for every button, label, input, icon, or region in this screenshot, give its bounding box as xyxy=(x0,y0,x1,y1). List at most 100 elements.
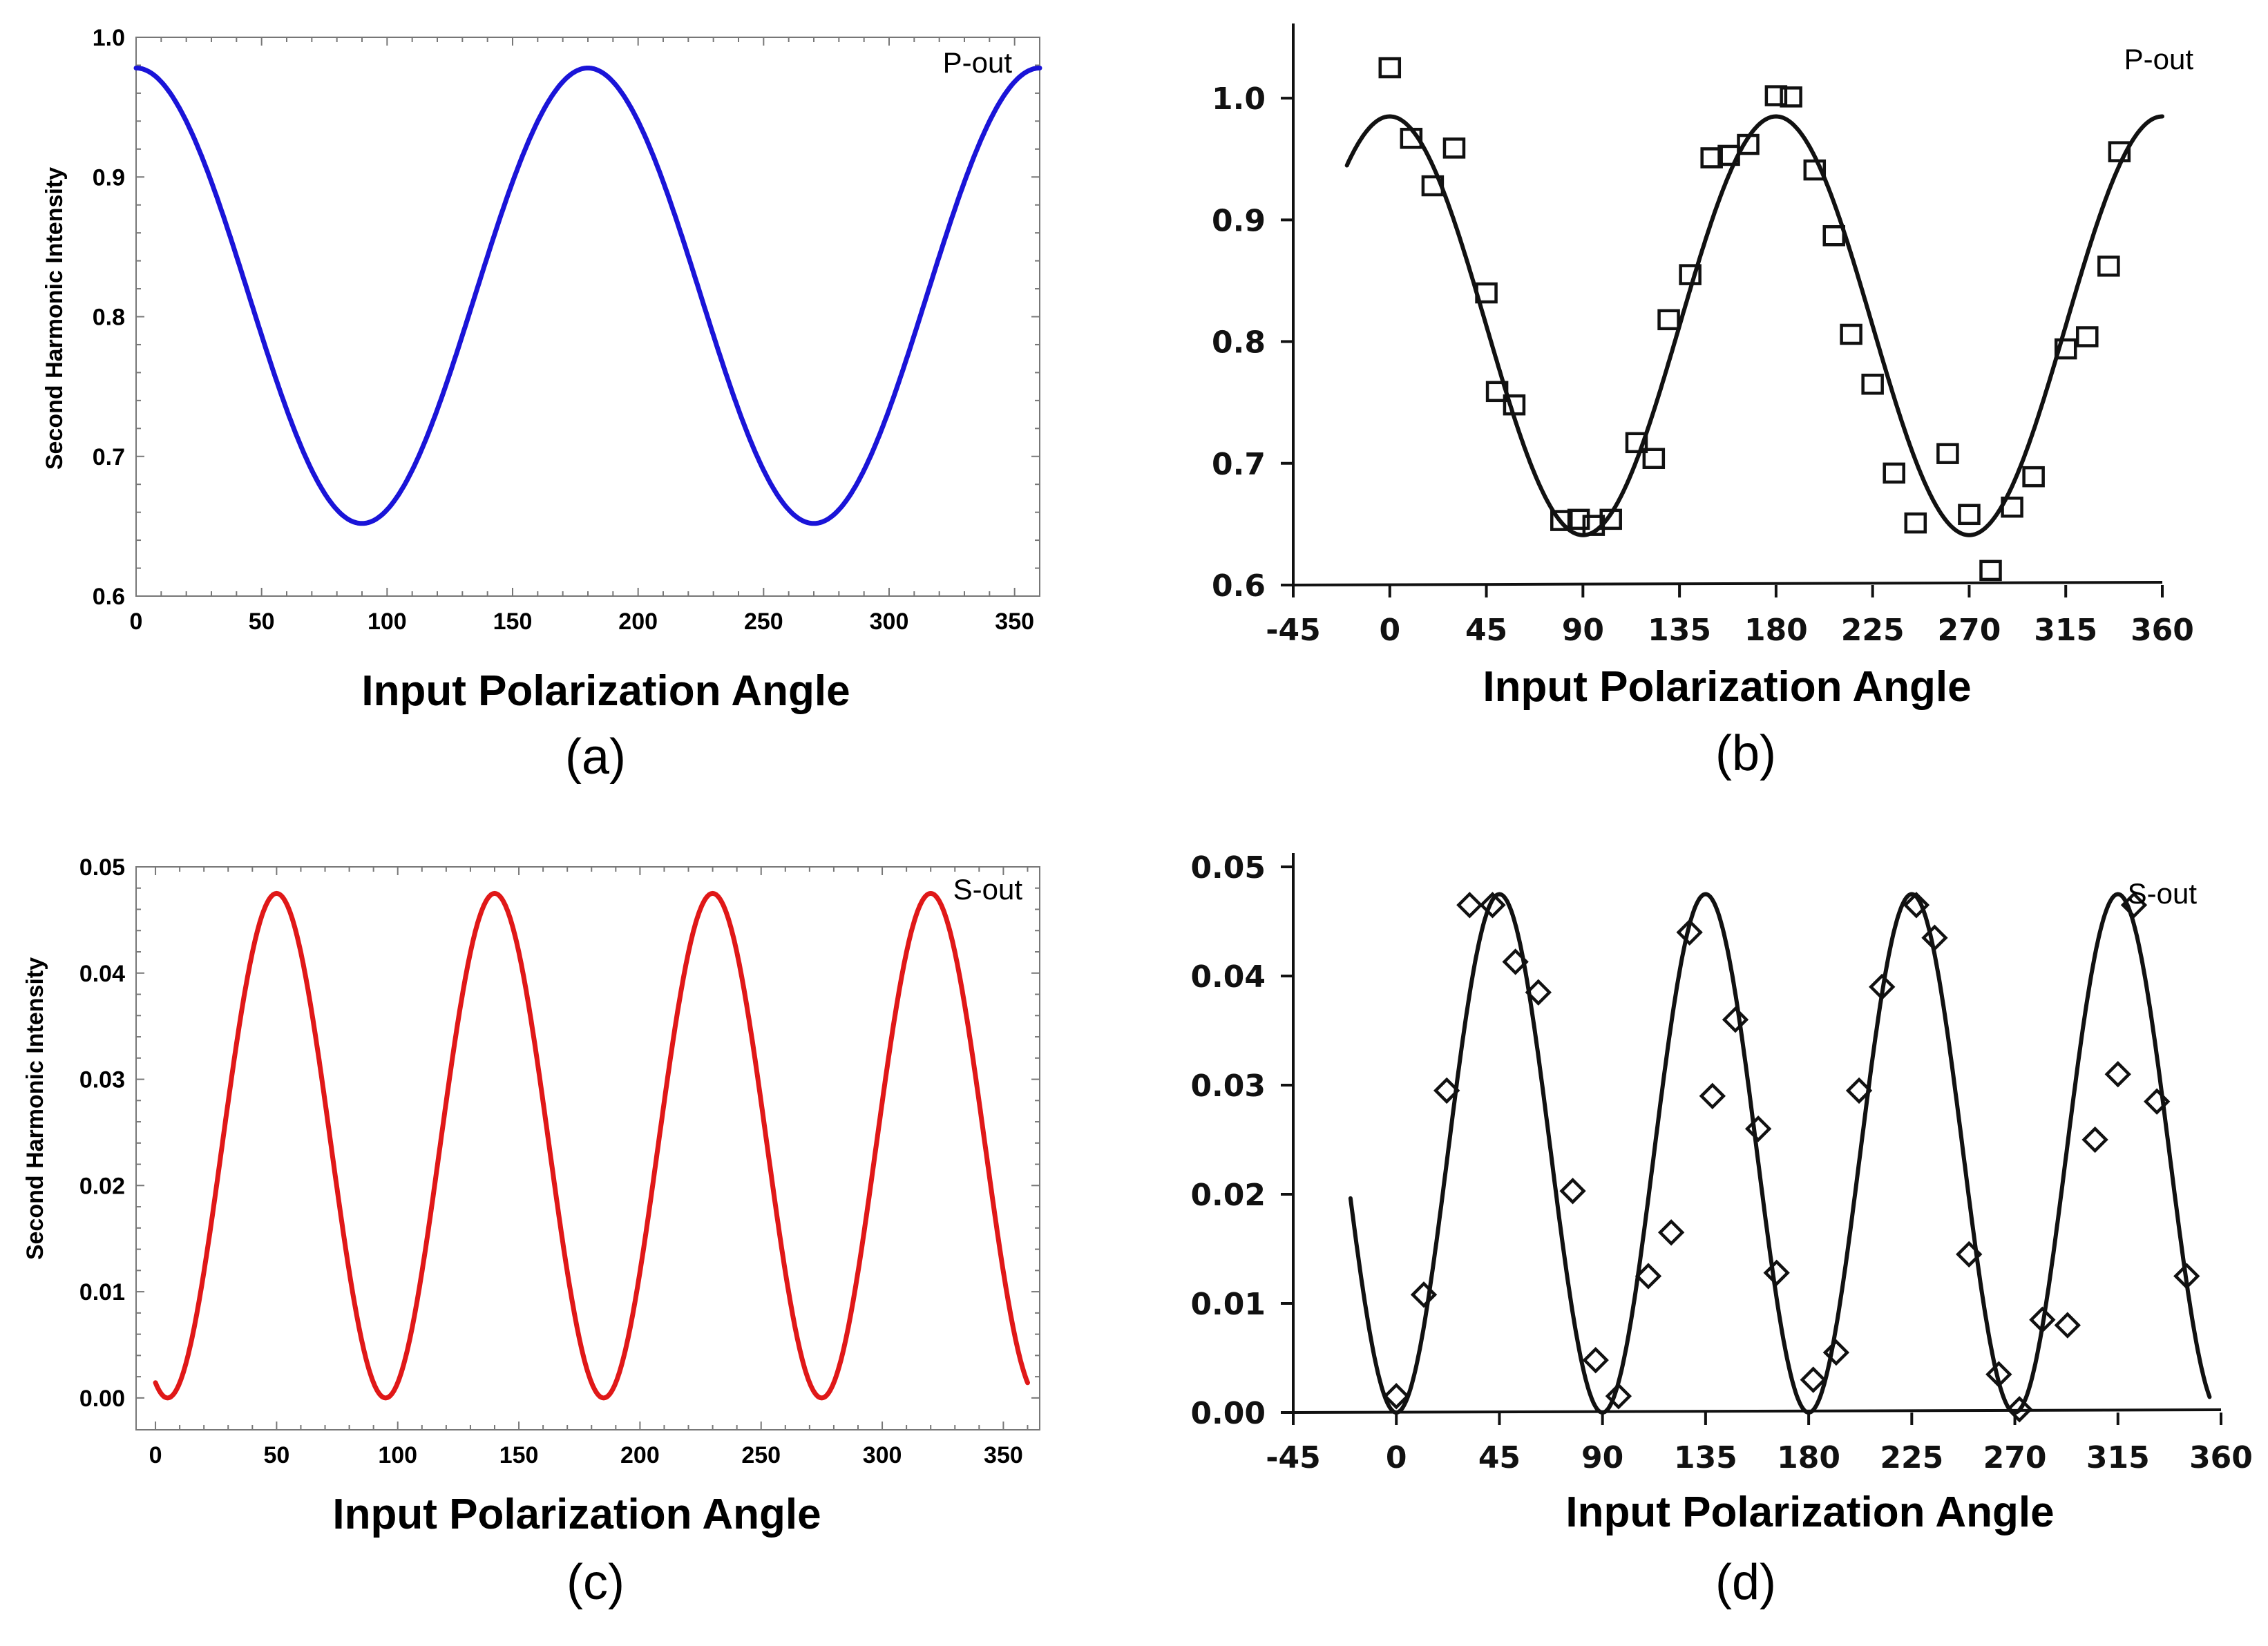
chart-b-point xyxy=(1657,309,1680,331)
chart-c: 0 50 100 150 200 250 300 350 0.00 0.01 0.02 0.03 0.0… xyxy=(22,854,1040,1610)
chart-b-point xyxy=(1625,432,1648,454)
chart-d-ytick-label: 0.02 xyxy=(1190,1178,1266,1213)
chart-d-ytick-label: 0.04 xyxy=(1190,959,1266,995)
chart-c-xtick-label: 250 xyxy=(741,1442,781,1468)
chart-b-fit-line xyxy=(1344,114,2164,537)
chart-c-ytick-label: 0.01 xyxy=(79,1279,125,1305)
chart-a-ylabel: Second Harmonic Intensity xyxy=(41,167,68,470)
chart-b-series xyxy=(1344,57,2164,582)
chart-b-xtick-label: -45 xyxy=(1266,613,1321,648)
chart-b-xtick-label: 315 xyxy=(2034,613,2097,648)
chart-c-series xyxy=(153,890,1030,1401)
chart-b-point xyxy=(1840,323,1862,345)
chart-a-xtick-label: 150 xyxy=(493,609,533,635)
chart-c-ytick-label: 0.02 xyxy=(79,1173,125,1199)
chart-c-ylabel: Second Harmonic Intensity xyxy=(22,957,48,1260)
chart-d-point xyxy=(1559,1178,1586,1205)
panel-d: 0.00 0.01 0.02 0.03 0.04 0.05 -45 0 45 90 135 180 22… xyxy=(1105,822,2268,1646)
chart-a-panel-label: (a) xyxy=(565,729,626,785)
chart-c-axes xyxy=(135,866,1040,1430)
chart-b-axes xyxy=(1281,23,2164,597)
chart-b-xtick-label: 135 xyxy=(1648,613,1711,648)
chart-b-ytick-label: 0.8 xyxy=(1212,325,1266,361)
chart-c-panel-label: (c) xyxy=(566,1555,625,1610)
chart-d-ytick-label: 0.01 xyxy=(1190,1287,1266,1322)
chart-d-point xyxy=(1657,1219,1685,1246)
chart-d-series xyxy=(1348,892,2212,1423)
chart-b-point xyxy=(1567,508,1590,530)
chart-d-point xyxy=(2054,1312,2081,1339)
chart-d-point xyxy=(2081,1126,2108,1154)
chart-d-point xyxy=(1582,1346,1609,1374)
chart-b-ytick-label: 0.9 xyxy=(1212,203,1266,238)
chart-b-point xyxy=(1700,147,1723,169)
chart-a-xtick-label: 250 xyxy=(744,609,783,635)
chart-d-fit-line xyxy=(1348,892,2212,1415)
chart-d-xlabel: Input Polarization Angle xyxy=(1565,1489,2054,1536)
chart-d-point xyxy=(1822,1339,1850,1366)
chart-d-panel-label: (d) xyxy=(1715,1555,1776,1610)
chart-a-axes xyxy=(135,37,1040,597)
chart-d-point xyxy=(1676,919,1703,946)
chart-d-xtick-label: 45 xyxy=(1478,1440,1521,1475)
chart-b-point xyxy=(1904,512,1927,534)
chart-b-point xyxy=(1936,443,1959,464)
chart-c-tick-labels: 0 50 100 150 200 250 300 350 0.00 0.01 0.02 0.03 0.0… xyxy=(79,854,1023,1468)
chart-a-xlabel: Input Polarization Angle xyxy=(361,667,850,715)
chart-b-point xyxy=(2076,326,2099,347)
chart-b-point xyxy=(1442,137,1466,159)
chart-b-xtick-label: 180 xyxy=(1744,613,1808,648)
chart-a-ytick-label: 0.6 xyxy=(93,584,125,610)
chart-c-model-line xyxy=(153,890,1030,1401)
chart-b-point xyxy=(1780,86,1802,108)
panel-c: 0 50 100 150 200 250 300 350 0.00 0.01 0.02 0.03 0.0… xyxy=(0,822,1092,1646)
panel-b: 0.6 0.7 0.8 0.9 1.0 -45 0 45 90 135 180 225 270 315 36… xyxy=(1105,0,2268,822)
chart-b-point xyxy=(2022,466,2045,488)
chart-c-xtick-label: 350 xyxy=(984,1442,1023,1468)
chart-b-x-axis xyxy=(1293,581,2163,586)
chart-d-xtick-label: 360 xyxy=(2189,1440,2253,1475)
chart-c-ytick-label: 0.05 xyxy=(79,854,125,881)
chart-d-point xyxy=(2006,1396,2033,1423)
chart-d-point xyxy=(1744,1116,1772,1142)
chart-b-point xyxy=(1883,462,1905,484)
chart-b-point xyxy=(2054,338,2077,360)
chart-d-point xyxy=(1722,1006,1749,1033)
chart-b-xtick-label: 90 xyxy=(1562,613,1604,648)
chart-b-ytick-label: 0.7 xyxy=(1212,447,1266,482)
chart-d-point xyxy=(1433,1077,1460,1104)
chart-c-xtick-label: 0 xyxy=(149,1442,162,1468)
chart-d-ytick-label: 0.05 xyxy=(1190,850,1266,886)
chart-b-annotation: P-out xyxy=(2124,43,2194,75)
chart-d-tick-labels: 0.00 0.01 0.02 0.03 0.04 0.05 -45 0 45 90 135 180 22… xyxy=(1190,850,2252,1475)
chart-d-xtick-label: 0 xyxy=(1386,1440,1407,1475)
chart-c-xtick-label: 200 xyxy=(620,1442,660,1468)
chart-b-point xyxy=(1822,224,1846,247)
chart-d-point xyxy=(1800,1366,1827,1393)
chart-a-ytick-label: 0.8 xyxy=(93,305,125,331)
chart-b-ytick-label: 0.6 xyxy=(1212,568,1266,604)
chart-d-point xyxy=(1479,892,1506,919)
chart-c-annotation: S-out xyxy=(953,873,1023,906)
chart-b-panel-label: (b) xyxy=(1715,726,1776,781)
chart-a-xtick-label: 300 xyxy=(870,609,909,635)
chart-a-annotation: P-out xyxy=(943,46,1013,79)
chart-b-point xyxy=(1764,85,1788,106)
chart-d-point xyxy=(2104,1061,2131,1088)
chart-d-point xyxy=(1605,1383,1632,1410)
chart-a-tick-labels: 0 50 100 150 200 250 300 350 0.6 0.7 0.8 0.9 1.0 xyxy=(93,25,1034,635)
chart-b-point xyxy=(1979,559,2002,582)
chart-d-point xyxy=(1845,1077,1873,1104)
chart-c-ytick-label: 0.04 xyxy=(79,961,125,987)
panel-a: 0 50 100 150 200 250 300 350 0.6 0.7 0.8 0.9 1.0 P-o… xyxy=(0,0,1092,822)
chart-b-xtick-label: 270 xyxy=(1938,613,2001,648)
chart-b-point xyxy=(1550,510,1573,531)
chart-a-xtick-label: 0 xyxy=(130,609,143,635)
chart-b-tick-labels: 0.6 0.7 0.8 0.9 1.0 -45 0 45 90 135 180 225 270 315 36… xyxy=(1212,82,2194,648)
chart-d-xtick-label: 315 xyxy=(2086,1440,2150,1475)
chart-d-point xyxy=(1456,892,1483,919)
chart-a-xtick-label: 50 xyxy=(249,609,275,635)
chart-b-xtick-label: 360 xyxy=(2131,613,2194,648)
chart-a-xtick-label: 200 xyxy=(618,609,658,635)
